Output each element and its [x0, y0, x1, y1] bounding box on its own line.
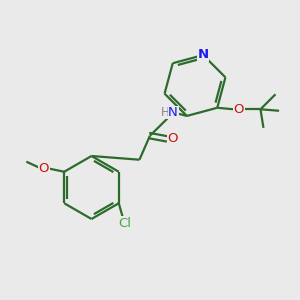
Text: O: O [167, 132, 178, 145]
Text: O: O [234, 103, 244, 116]
Text: Cl: Cl [118, 217, 131, 230]
Text: O: O [39, 162, 49, 175]
Text: N: N [168, 106, 178, 119]
Text: H: H [160, 106, 169, 119]
Text: N: N [198, 48, 209, 61]
